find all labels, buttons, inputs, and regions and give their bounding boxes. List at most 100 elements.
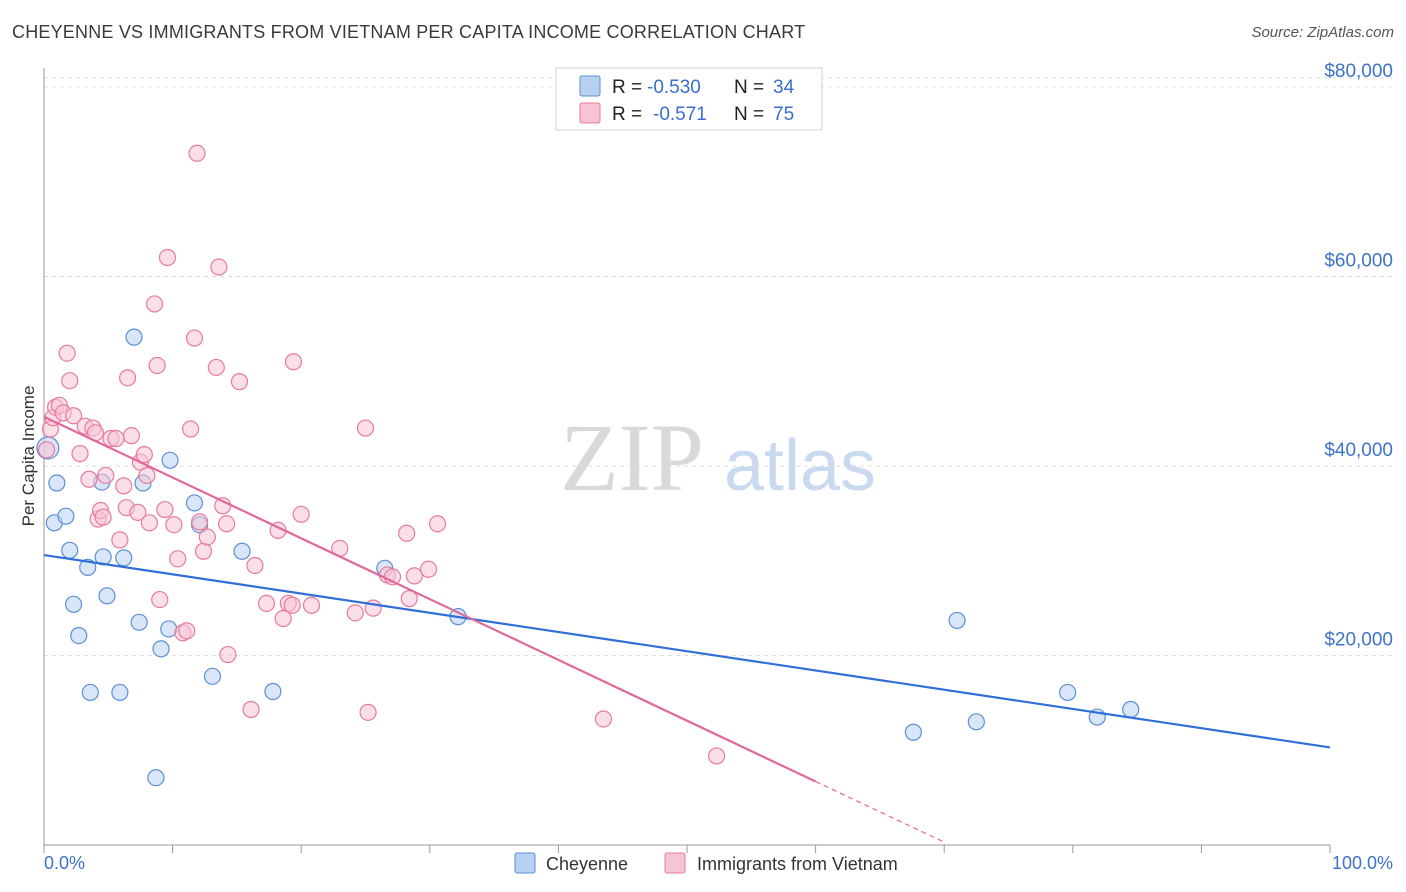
vietnam-point: [356, 419, 375, 437]
legend-swatch-cheyenne: [514, 852, 536, 874]
stats-r-label-vietnam: R =: [612, 104, 642, 125]
cheyenne-point: [904, 723, 922, 741]
bottom-legend: Cheyenne Immigrants from Vietnam: [514, 852, 898, 874]
vietnam-point: [246, 556, 264, 575]
y-tick-label: $20,000: [1324, 629, 1393, 650]
stats-swatch-vietnam: [579, 102, 601, 124]
x-tick-labels: 0.0% 100.0%: [44, 853, 1393, 873]
vietnam-point: [111, 531, 129, 549]
vietnam-point: [169, 550, 187, 568]
cheyenne-point: [161, 451, 179, 469]
vietnam-point: [140, 514, 159, 532]
vietnam-point: [230, 373, 249, 391]
vietnam-point: [115, 477, 133, 495]
cheyenne-point: [57, 507, 75, 525]
cheyenne-point: [81, 683, 99, 702]
vietnam-point: [61, 372, 79, 390]
vietnam-point: [165, 516, 183, 534]
vietnam-point: [156, 500, 174, 519]
stats-n-value-vietnam: 75: [773, 104, 794, 125]
y-tick-label: $80,000: [1324, 61, 1393, 82]
vietnam-point: [419, 560, 438, 578]
stats-legend: R = -0.530 N = 34 R = -0.571 N = 75: [555, 67, 823, 131]
vietnam-point: [158, 248, 177, 267]
cheyenne-point: [130, 613, 148, 631]
cheyenne-point: [98, 587, 116, 605]
vietnam-point: [400, 590, 418, 608]
cheyenne-point: [1122, 700, 1140, 719]
stats-r-label-cheyenne: R =: [612, 77, 642, 98]
vietnam-point: [185, 329, 204, 347]
vietnam-point: [118, 369, 137, 387]
cheyenne-point: [967, 713, 985, 731]
cheyenne-point: [111, 683, 129, 702]
chart-source: Source: ZipAtlas.com: [1251, 24, 1394, 41]
vietnam-point: [359, 703, 377, 721]
vietnam-point: [428, 515, 447, 533]
vietnam-point: [218, 515, 236, 533]
vietnam-point: [284, 353, 303, 371]
vietnam-point: [302, 596, 321, 614]
stats-n-value-cheyenne: 34: [773, 77, 795, 98]
cheyenne-point: [115, 549, 133, 567]
vietnam-point: [257, 594, 276, 612]
vietnam-point: [64, 407, 83, 425]
stats-r-value-vietnam: -0.571: [653, 104, 707, 125]
vietnam-point: [194, 542, 213, 560]
data-points: [36, 144, 1140, 787]
legend-label-cheyenne: Cheyenne: [546, 854, 628, 874]
vietnam-point: [178, 622, 196, 640]
y-tick-label: $40,000: [1324, 440, 1393, 461]
vietnam-point: [107, 429, 125, 448]
vietnam-point: [198, 528, 216, 546]
trend-line-vietnam: [43, 415, 817, 783]
stats-n-label-vietnam: N =: [734, 104, 764, 125]
vietnam-point: [398, 524, 416, 542]
watermark-zip: ZIP: [560, 404, 704, 511]
cheyenne-point: [948, 611, 966, 630]
cheyenne-point: [185, 494, 204, 512]
vietnam-point: [129, 503, 147, 522]
vietnam-point: [145, 295, 164, 313]
legend-label-vietnam: Immigrants from Vietnam: [697, 854, 898, 874]
cheyenne-point: [152, 640, 170, 658]
vietnam-point: [283, 596, 301, 614]
vietnam-point: [242, 700, 260, 719]
cheyenne-point: [203, 667, 222, 685]
vietnam-point: [210, 258, 228, 276]
cheyenne-point: [125, 328, 143, 346]
vietnam-point: [138, 466, 156, 485]
vietnam-point: [594, 710, 613, 728]
trend-line-vietnam-extension: [815, 780, 945, 843]
vietnam-point: [182, 420, 200, 438]
stats-r-value-cheyenne: -0.530: [647, 77, 701, 98]
vietnam-point: [219, 645, 237, 664]
trend-lines: [43, 415, 1331, 843]
cheyenne-point: [1059, 683, 1077, 702]
cheyenne-point: [61, 541, 79, 559]
vietnam-point: [707, 747, 726, 765]
vietnam-point: [58, 344, 76, 362]
cheyenne-point: [70, 626, 88, 645]
vietnam-point: [122, 427, 141, 445]
vietnam-point: [97, 466, 115, 485]
vietnam-point: [207, 358, 225, 377]
cheyenne-point: [48, 474, 66, 492]
vietnam-point: [405, 567, 423, 585]
chart-title: CHEYENNE VS IMMIGRANTS FROM VIETNAM PER …: [12, 22, 806, 42]
vietnam-point: [191, 513, 209, 531]
vietnam-point: [188, 144, 206, 162]
vietnam-point: [135, 446, 153, 464]
cheyenne-point: [64, 595, 83, 613]
x-tick-label-max: 100.0%: [1332, 853, 1393, 873]
cheyenne-point: [233, 542, 251, 560]
vietnam-point: [94, 508, 112, 526]
vietnam-point: [148, 356, 166, 375]
vietnam-point: [346, 604, 364, 622]
cheyenne-point: [160, 620, 178, 638]
y-tick-label: $60,000: [1324, 250, 1393, 271]
cheyenne-point: [79, 558, 97, 576]
stats-n-label-cheyenne: N =: [734, 77, 764, 98]
cheyenne-point: [264, 682, 282, 701]
vietnam-point: [37, 441, 56, 459]
